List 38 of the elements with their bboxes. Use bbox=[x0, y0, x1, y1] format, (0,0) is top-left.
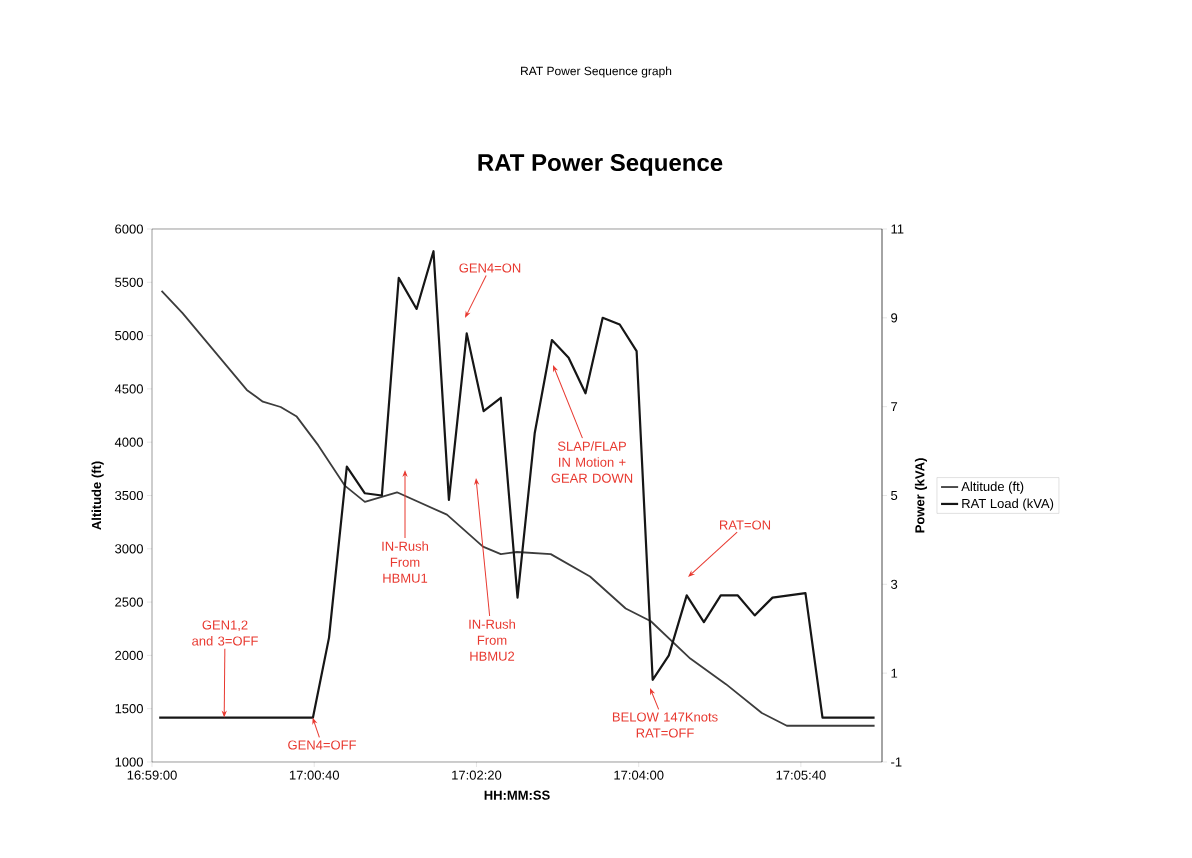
x-tick-label: 17:00:40 bbox=[289, 770, 340, 780]
annotation: IN-Rush From HBMU2 bbox=[469, 619, 515, 661]
y2-tick-label: 7 bbox=[891, 402, 898, 412]
y2-tick-label: 1 bbox=[891, 668, 898, 678]
y-tick-label: 2000 bbox=[115, 650, 143, 660]
y2-tick-label: 9 bbox=[891, 313, 898, 323]
y-tick-label: 3000 bbox=[115, 544, 143, 554]
y2-tick-label: -1 bbox=[891, 757, 902, 767]
chart-title: RAT Power Sequence bbox=[478, 154, 723, 176]
x-axis-title: HH:MM:SS bbox=[484, 790, 550, 800]
legend-label: Altitude (ft) bbox=[961, 481, 1024, 494]
y-tick-label: 1500 bbox=[115, 704, 143, 714]
y2-tick-label: 5 bbox=[891, 490, 898, 501]
legend-label: RAT Load (kVA) bbox=[962, 498, 1054, 511]
y-tick-label: 6000 bbox=[115, 224, 143, 234]
annotation: RAT=ON bbox=[720, 520, 771, 530]
chart-subtitle: RAT Power Sequence graph bbox=[521, 66, 672, 78]
annotation: BELOW 147Knots RAT=OFF bbox=[612, 712, 718, 738]
annotation: GEN4=ON bbox=[459, 263, 521, 273]
y-tick-label: 5500 bbox=[115, 277, 143, 287]
x-tick-label: 17:04:00 bbox=[614, 770, 664, 780]
y2-axis-title: Power (kVA) bbox=[914, 458, 928, 533]
y-tick-label: 3500 bbox=[115, 490, 143, 501]
y2-tick-label: 3 bbox=[891, 579, 898, 589]
x-tick-label: 16:59:00 bbox=[127, 770, 177, 780]
annotation: GEN1,2 and 3=OFF bbox=[192, 620, 258, 646]
y-tick-label: 5000 bbox=[115, 330, 143, 341]
annotation: GEN4=OFF bbox=[288, 740, 356, 750]
x-tick-label: 17:05:40 bbox=[776, 770, 826, 780]
y-tick-label: 2500 bbox=[115, 597, 143, 607]
y-tick-label: 4000 bbox=[114, 437, 143, 447]
x-tick-label: 17:02:20 bbox=[452, 770, 502, 780]
annotation: SLAP/FLAP IN Motion + GEAR DOWN bbox=[551, 441, 633, 483]
annotation: IN-Rush From HBMU1 bbox=[382, 541, 428, 583]
y-axis-title: Altitude (ft) bbox=[91, 461, 104, 530]
y2-tick-label: 11 bbox=[891, 224, 904, 234]
y-tick-label: 1000 bbox=[115, 757, 143, 767]
y-tick-label: 4500 bbox=[114, 384, 143, 394]
